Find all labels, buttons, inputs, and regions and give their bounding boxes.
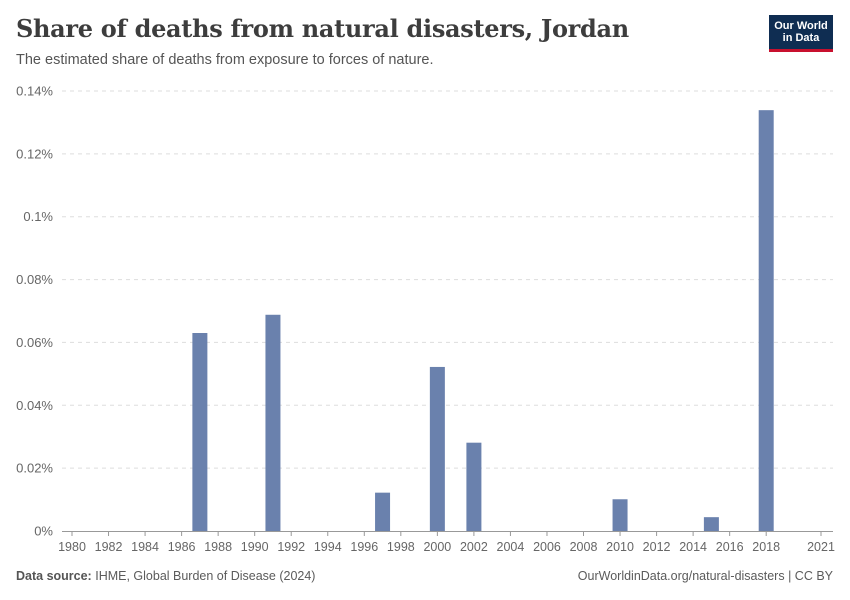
x-tick-label: 1982 — [95, 540, 123, 554]
data-source-label: Data source: — [16, 569, 92, 583]
x-tick-label: 2000 — [423, 540, 451, 554]
chart-title: Share of deaths from natural disasters, … — [16, 14, 629, 43]
y-tick-label: 0.04% — [16, 398, 53, 413]
bar-1987[interactable] — [192, 333, 208, 531]
bar-2000[interactable] — [429, 366, 445, 531]
x-tick-label: 2008 — [570, 540, 598, 554]
x-tick-label: 2021 — [807, 540, 835, 554]
x-tick-label: 2018 — [752, 540, 780, 554]
credit-link[interactable]: OurWorldinData.org/natural-disasters | C… — [577, 569, 833, 583]
y-tick-label: 0.08% — [16, 272, 53, 287]
x-tick-label: 2006 — [533, 540, 561, 554]
logo-line-2: in Data — [782, 32, 820, 44]
x-tick-label: 1986 — [168, 540, 196, 554]
x-tick-label: 1988 — [204, 540, 232, 554]
data-source: Data source: IHME, Global Burden of Dise… — [16, 569, 315, 583]
y-tick-label: 0% — [34, 524, 53, 539]
x-tick-label: 1996 — [350, 540, 378, 554]
x-tick-label: 1980 — [58, 540, 86, 554]
bar-2015[interactable] — [703, 517, 719, 531]
chart-subtitle: The estimated share of deaths from expos… — [16, 52, 434, 68]
x-tick-label: 2014 — [679, 540, 707, 554]
data-source-text[interactable]: IHME, Global Burden of Disease (2024) — [95, 569, 316, 583]
x-tick-label: 1984 — [131, 540, 159, 554]
bar-2018[interactable] — [758, 110, 774, 532]
x-tick-label: 2016 — [716, 540, 744, 554]
y-tick-label: 0.02% — [16, 461, 53, 476]
bar-1997[interactable] — [375, 492, 391, 531]
x-tick-label: 1998 — [387, 540, 415, 554]
owid-logo[interactable]: Our World in Data — [769, 15, 833, 52]
x-tick-label: 2010 — [606, 540, 634, 554]
bar-2010[interactable] — [612, 499, 628, 531]
x-tick-label: 2012 — [643, 540, 671, 554]
bar-1991[interactable] — [265, 314, 281, 531]
x-tick-label: 1994 — [314, 540, 342, 554]
y-tick-label: 0.14% — [16, 84, 53, 99]
bar-2002[interactable] — [466, 442, 482, 531]
y-tick-label: 0.1% — [23, 209, 53, 224]
y-tick-label: 0.12% — [16, 146, 53, 161]
x-tick-label: 1990 — [241, 540, 269, 554]
x-tick-label: 1992 — [277, 540, 305, 554]
logo-line-1: Our World — [774, 20, 828, 32]
x-tick-label: 2004 — [497, 540, 525, 554]
x-tick-label: 2002 — [460, 540, 488, 554]
y-tick-label: 0.06% — [16, 335, 53, 350]
